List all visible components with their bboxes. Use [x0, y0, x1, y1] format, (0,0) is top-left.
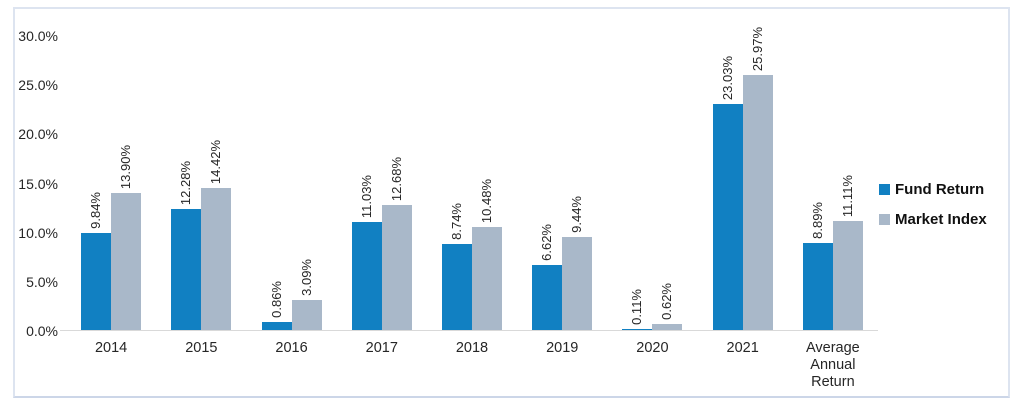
bar-market-index [291, 300, 322, 330]
bar-fund-return [622, 329, 653, 330]
bar-market-index [562, 237, 593, 330]
bar-data-label: 11.11% [839, 174, 855, 217]
bar-data-label: 0.86% [268, 281, 284, 318]
legend-label: Fund Return [895, 181, 985, 198]
bar-fund-return [171, 209, 202, 330]
bar-market-index [201, 188, 232, 330]
legend-item-market-index: Market Index [879, 211, 987, 228]
bar-data-label: 6.62% [539, 224, 555, 261]
y-axis-tick-label: 15.0% [18, 175, 58, 192]
bar-data-label: 9.44% [569, 196, 585, 233]
x-axis-category-label: 2020 [636, 340, 669, 356]
bar-data-label: 13.90% [118, 144, 134, 189]
bar-data-label: 8.89% [809, 202, 825, 239]
x-axis-category-label: 2018 [455, 340, 489, 356]
bar-market-index [472, 227, 502, 330]
y-axis-tick-label: 10.0% [18, 224, 58, 241]
x-axis-category-label: 2021 [726, 340, 759, 356]
bar-data-label: 8.74% [449, 203, 464, 240]
x-axis-line [60, 330, 878, 331]
x-axis-category-label: 2019 [546, 340, 579, 356]
fund-return-swatch-icon [879, 184, 890, 195]
bar-market-index [832, 221, 863, 330]
bar-market-index [111, 193, 142, 330]
bar-fund-return [261, 322, 292, 330]
bar-data-label: 3.09% [298, 259, 314, 296]
bar-market-index [742, 75, 773, 330]
x-axis-category-label: Average Annual Return [806, 340, 860, 390]
x-axis-category-label: 2015 [185, 340, 218, 356]
y-axis-tick-label: 0.0% [26, 323, 58, 339]
bar-fund-return [712, 104, 743, 330]
bar-data-label: 11.03% [358, 174, 374, 218]
x-axis-category-label: 2017 [365, 340, 398, 356]
bar-data-label: 14.42% [208, 139, 224, 184]
bar-data-label: 12.68% [388, 156, 404, 201]
bar-data-label: 12.28% [178, 160, 194, 205]
bar-data-label: 23.03% [719, 55, 735, 100]
legend-item-fund-return: Fund Return [879, 181, 987, 198]
bar-fund-return [442, 244, 472, 330]
x-axis-category-label: 2014 [94, 340, 128, 356]
bar-market-index [381, 205, 412, 330]
bar-fund-return [532, 265, 563, 330]
chart-panel-border [13, 7, 1010, 398]
bar-data-label: 10.48% [479, 178, 494, 223]
bar-data-label: 0.11% [629, 289, 645, 325]
bar-fund-return [351, 222, 382, 330]
market-index-swatch-icon [879, 214, 890, 225]
y-axis-tick-label: 5.0% [26, 273, 58, 290]
y-axis-tick-label: 25.0% [18, 77, 58, 94]
bar-data-label: 9.84% [88, 192, 104, 229]
chart-legend: Fund Return Market Index [879, 181, 987, 241]
bar-fund-return [81, 233, 112, 330]
bar-market-index [652, 324, 683, 330]
bar-data-label: 25.97% [749, 26, 765, 71]
y-axis-tick-label: 20.0% [18, 126, 58, 143]
bar-fund-return [802, 243, 833, 330]
x-axis-category-label: 2016 [275, 340, 308, 356]
y-axis-tick-label: 30.0% [18, 28, 58, 44]
legend-label: Market Index [895, 211, 987, 228]
bar-data-label: 0.62% [659, 283, 675, 320]
